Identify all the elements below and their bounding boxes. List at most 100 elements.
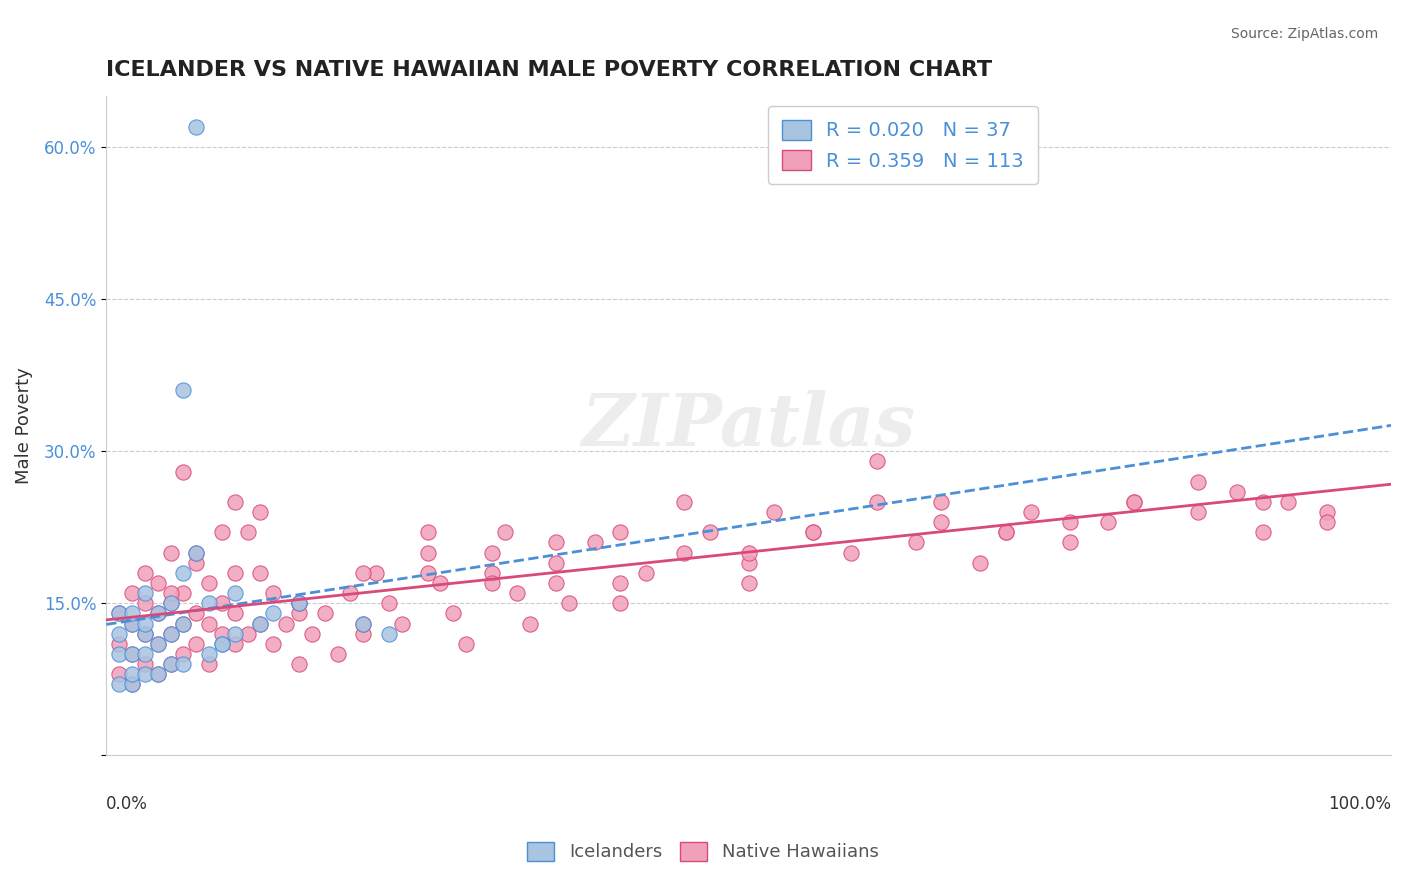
Point [146, 667, 169, 681]
Point [186, 120, 208, 134]
Point [481, 566, 503, 580]
Point [224, 586, 246, 600]
Point [1277, 495, 1299, 509]
Point [146, 667, 169, 681]
Point [134, 586, 156, 600]
Point [121, 647, 143, 661]
Point [134, 616, 156, 631]
Point [416, 566, 439, 580]
Point [159, 596, 181, 610]
Point [134, 596, 156, 610]
Point [288, 596, 311, 610]
Point [249, 616, 271, 631]
Y-axis label: Male Poverty: Male Poverty [15, 368, 32, 484]
Point [262, 637, 284, 651]
Point [108, 647, 131, 661]
Point [352, 626, 374, 640]
Point [866, 495, 889, 509]
Point [186, 637, 208, 651]
Point [1123, 495, 1146, 509]
Point [224, 626, 246, 640]
Point [558, 596, 581, 610]
Point [737, 546, 759, 560]
Point [352, 616, 374, 631]
Point [134, 626, 156, 640]
Point [378, 626, 401, 640]
Point [994, 525, 1017, 540]
Point [288, 607, 311, 621]
Point [801, 525, 824, 540]
Point [146, 637, 169, 651]
Point [172, 657, 194, 672]
Point [224, 495, 246, 509]
Point [1226, 484, 1249, 499]
Point [121, 586, 143, 600]
Point [763, 505, 786, 519]
Point [288, 657, 311, 672]
Point [159, 546, 181, 560]
Point [609, 525, 631, 540]
Point [609, 596, 631, 610]
Point [544, 556, 567, 570]
Point [198, 647, 221, 661]
Point [931, 515, 953, 529]
Point [198, 576, 221, 591]
Point [172, 616, 194, 631]
Point [172, 586, 194, 600]
Point [249, 616, 271, 631]
Point [1123, 495, 1146, 509]
Point [146, 637, 169, 651]
Point [224, 637, 246, 651]
Point [211, 525, 233, 540]
Point [699, 525, 721, 540]
Point [249, 505, 271, 519]
Point [904, 535, 927, 549]
Legend: R = 0.020   N = 37, R = 0.359   N = 113: R = 0.020 N = 37, R = 0.359 N = 113 [768, 106, 1038, 184]
Point [198, 616, 221, 631]
Point [544, 576, 567, 591]
Point [673, 495, 696, 509]
Point [121, 647, 143, 661]
Point [339, 586, 361, 600]
Point [519, 616, 541, 631]
Point [211, 637, 233, 651]
Point [352, 566, 374, 580]
Point [186, 546, 208, 560]
Point [134, 647, 156, 661]
Point [1251, 525, 1274, 540]
Point [108, 607, 131, 621]
Point [121, 607, 143, 621]
Point [583, 535, 606, 549]
Point [1019, 505, 1042, 519]
Point [159, 657, 181, 672]
Point [1316, 515, 1339, 529]
Point [159, 596, 181, 610]
Text: ZIPatlas: ZIPatlas [582, 391, 915, 461]
Point [391, 616, 413, 631]
Point [211, 626, 233, 640]
Point [108, 677, 131, 691]
Point [609, 576, 631, 591]
Point [121, 616, 143, 631]
Point [262, 607, 284, 621]
Point [236, 626, 259, 640]
Point [134, 626, 156, 640]
Point [931, 495, 953, 509]
Point [352, 616, 374, 631]
Point [969, 556, 991, 570]
Point [1187, 505, 1209, 519]
Point [186, 607, 208, 621]
Point [506, 586, 529, 600]
Point [198, 596, 221, 610]
Point [416, 546, 439, 560]
Point [172, 647, 194, 661]
Point [288, 596, 311, 610]
Point [737, 576, 759, 591]
Point [634, 566, 657, 580]
Point [1187, 475, 1209, 489]
Point [366, 566, 388, 580]
Point [276, 616, 298, 631]
Point [326, 647, 349, 661]
Point [429, 576, 451, 591]
Point [301, 626, 323, 640]
